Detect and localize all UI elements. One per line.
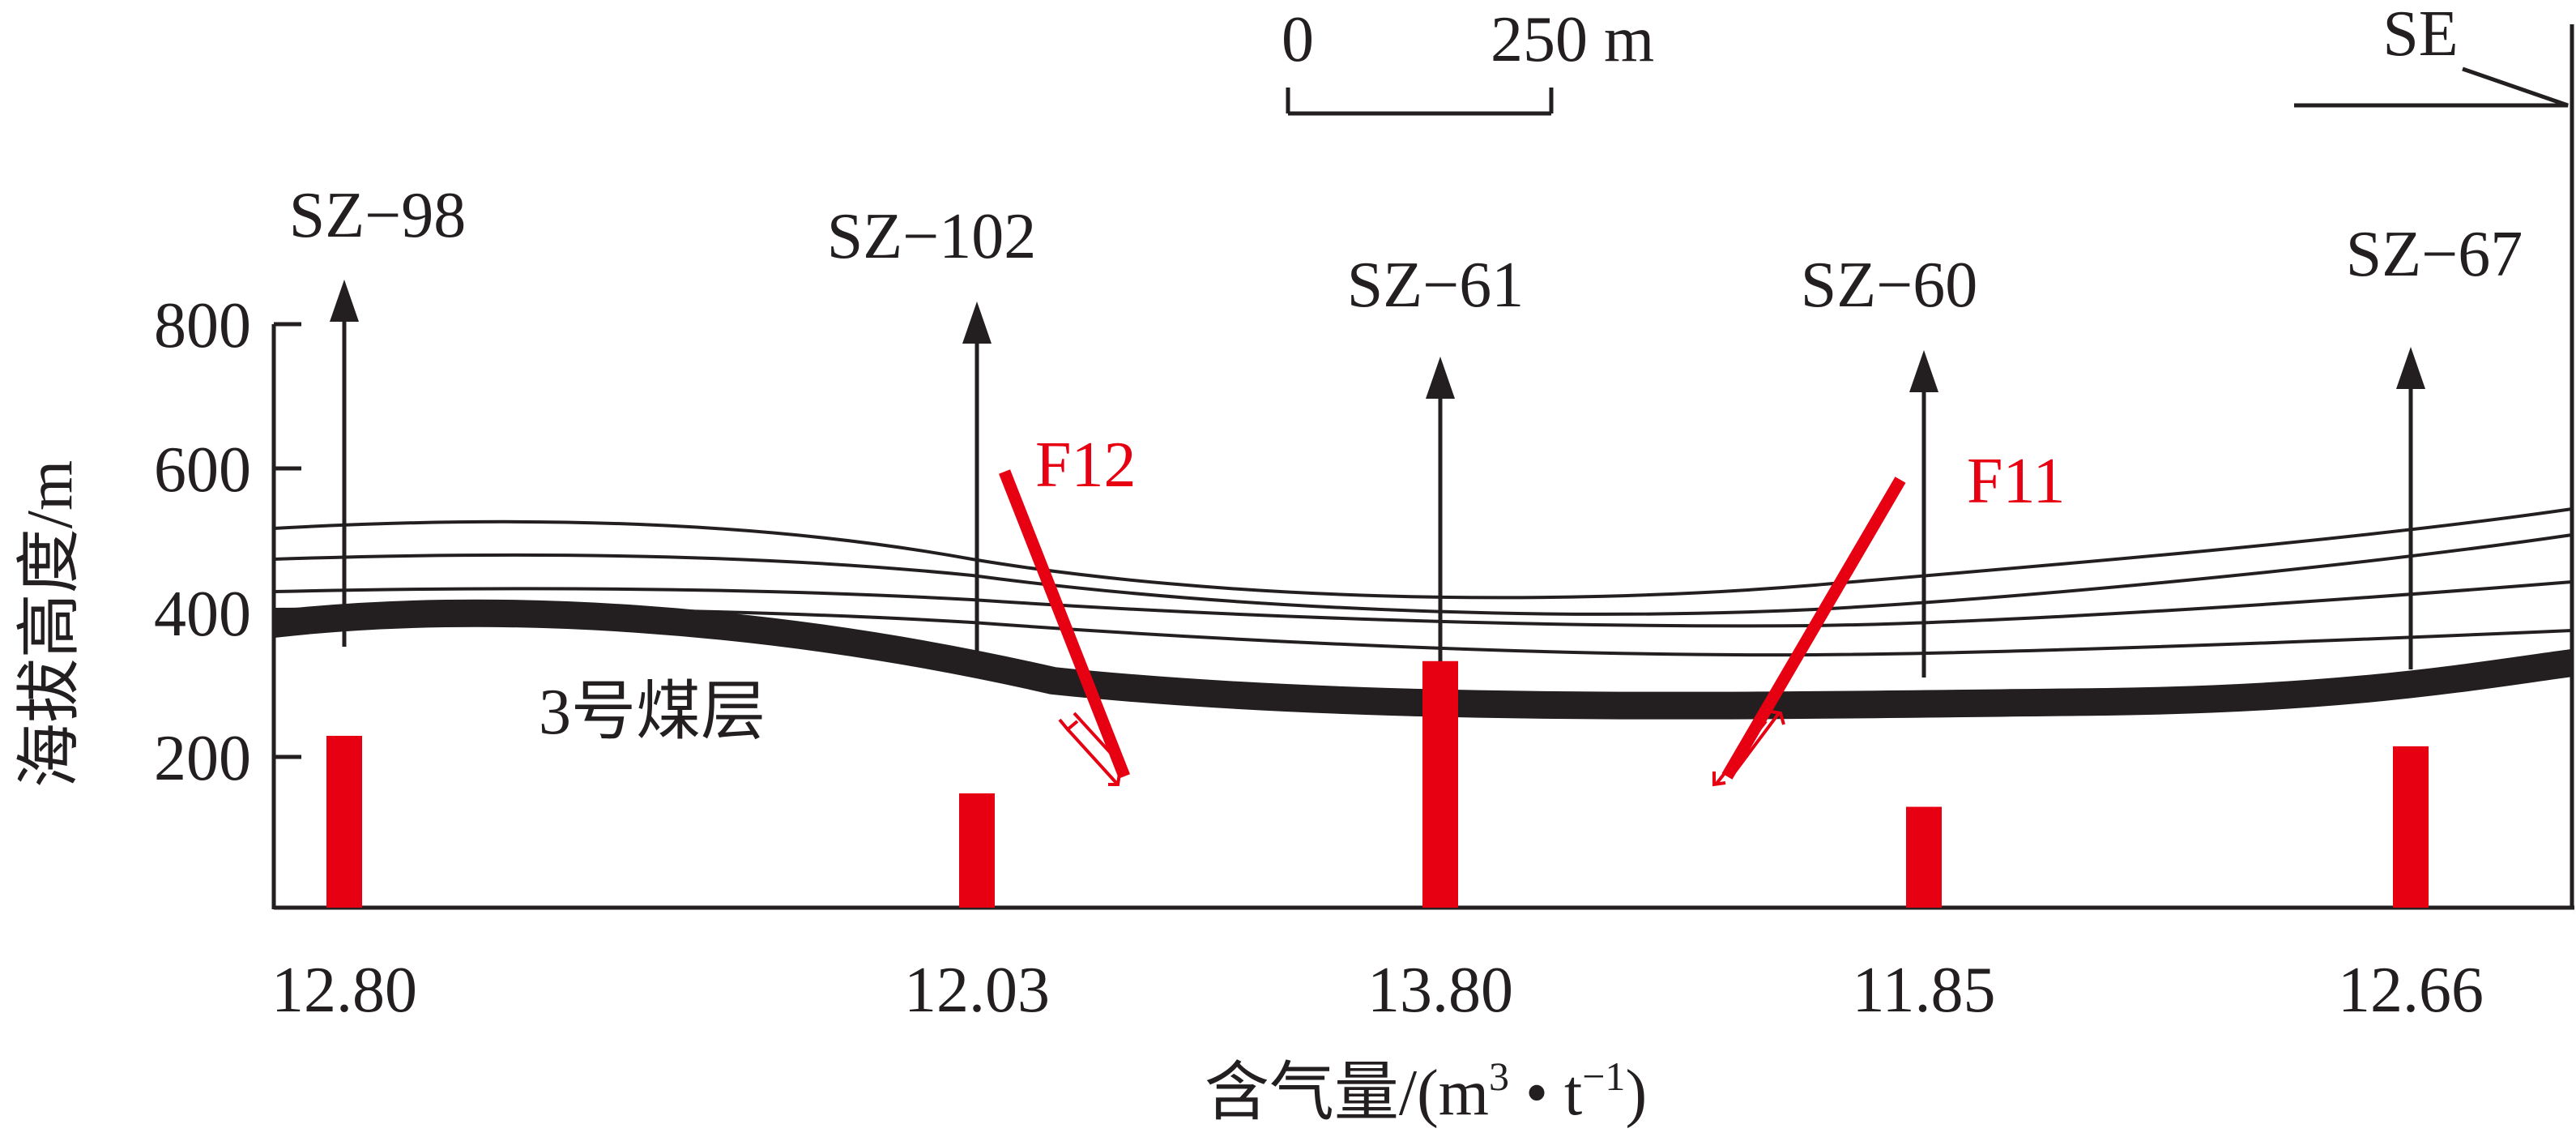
well-arrow-icon: [962, 301, 992, 344]
well-name: SZ−102: [827, 201, 1036, 272]
fault-displacement-arrow-icon: [1712, 772, 1726, 787]
scale-bar-start: 0: [1282, 4, 1314, 75]
direction-label: SE: [2382, 0, 2458, 70]
y-axis: 800 600 400 200 海拔高度/m: [15, 290, 301, 909]
well: SZ−98 12.80: [271, 180, 466, 1026]
fault-label: F12: [1035, 430, 1137, 501]
y-tick-label: 400: [154, 579, 251, 650]
well: SZ−61 13.80: [1347, 250, 1524, 1026]
gas-content-label: 12.03: [904, 955, 1050, 1026]
scale-bar-end: 250 m: [1491, 4, 1654, 75]
strata-lines: [273, 507, 2573, 657]
well-arrow-icon: [1909, 350, 1938, 392]
y-tick-label: 600: [154, 434, 251, 506]
gas-content-bar: [1422, 660, 1458, 908]
gas-content-label: 12.66: [2338, 955, 2484, 1026]
well-name: SZ−98: [289, 180, 466, 251]
gas-content-label: 12.80: [271, 955, 417, 1026]
fault-f12: F12: [999, 430, 1137, 786]
direction-arrow-icon: [2294, 66, 2569, 108]
well-name: SZ−60: [1801, 250, 1977, 321]
gas-content-label: 13.80: [1367, 955, 1513, 1026]
y-tick-label: 200: [154, 723, 251, 794]
fault-displacement-arrow-icon: [1770, 710, 1785, 725]
coal-seam-label: 3号煤层: [539, 677, 766, 748]
fault-f11: F11: [1712, 446, 2066, 787]
well-arrow-icon: [2396, 347, 2425, 389]
scale-bar: 0 250 m: [1282, 4, 1654, 116]
y-tick-label: 800: [154, 290, 251, 361]
y-axis-label: 海拔高度/m: [15, 460, 86, 788]
gas-content-bar: [326, 735, 362, 908]
well: SZ−67 12.66: [2338, 219, 2523, 1026]
x-axis-label: 含气量/(m3 • t−1): [1205, 1054, 1647, 1129]
well: SZ−102 12.03: [827, 201, 1050, 1026]
well-arrow-icon: [330, 280, 359, 322]
well-name: SZ−67: [2346, 219, 2523, 290]
well-arrow-icon: [1426, 357, 1455, 399]
well: SZ−60 11.85: [1801, 250, 1996, 1026]
gas-content-bar: [1906, 806, 1942, 908]
wells: SZ−98 12.80 SZ−102 12.03 SZ−61 13.80 SZ−60 11.8…: [271, 180, 2523, 1026]
gas-content-label: 11.85: [1852, 955, 1995, 1026]
coal-seam-3: [272, 599, 2574, 720]
gas-content-bar: [959, 793, 995, 908]
fault-displacement-arrow-icon: [1108, 772, 1121, 786]
well-name: SZ−61: [1347, 250, 1524, 321]
fault-label: F11: [1967, 446, 2066, 517]
direction-indicator: SE: [2294, 0, 2569, 108]
fault-displacement-arrow-icon: [1058, 718, 1079, 732]
gas-content-bar: [2393, 746, 2429, 908]
